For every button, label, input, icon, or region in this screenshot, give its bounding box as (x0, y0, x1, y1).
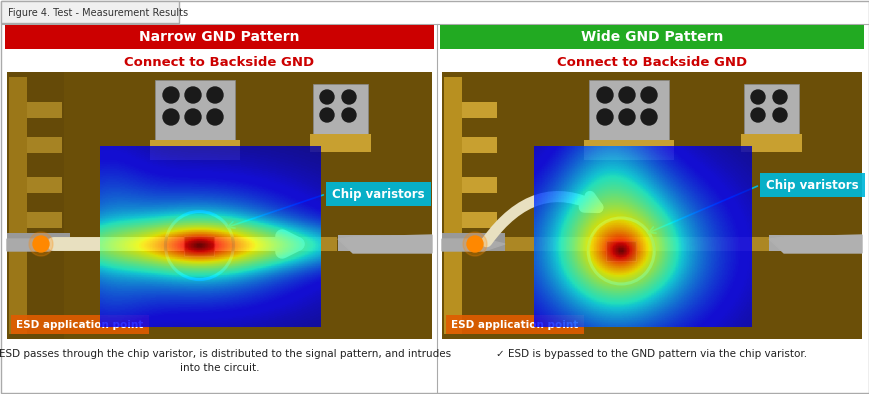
Text: Connect to Backside GND: Connect to Backside GND (556, 56, 746, 69)
Text: Figure 4. Test - Measurement Results: Figure 4. Test - Measurement Results (8, 8, 188, 18)
Circle shape (185, 109, 201, 125)
Circle shape (163, 109, 179, 125)
FancyBboxPatch shape (149, 140, 240, 160)
Circle shape (320, 90, 334, 104)
FancyBboxPatch shape (11, 315, 149, 334)
FancyBboxPatch shape (606, 241, 635, 261)
FancyBboxPatch shape (9, 77, 27, 334)
FancyBboxPatch shape (440, 25, 863, 49)
FancyBboxPatch shape (7, 233, 70, 251)
Circle shape (163, 87, 179, 103)
Text: Chip varistors: Chip varistors (332, 188, 424, 201)
FancyBboxPatch shape (184, 236, 214, 256)
FancyBboxPatch shape (1, 1, 179, 23)
Circle shape (618, 87, 634, 103)
Circle shape (596, 109, 613, 125)
FancyBboxPatch shape (760, 173, 864, 197)
FancyBboxPatch shape (27, 137, 62, 153)
Circle shape (320, 108, 334, 122)
Text: ESD application point: ESD application point (451, 320, 578, 329)
Circle shape (773, 108, 786, 122)
FancyBboxPatch shape (27, 177, 62, 193)
Text: Chip varistors: Chip varistors (766, 178, 858, 191)
FancyBboxPatch shape (461, 177, 496, 193)
FancyBboxPatch shape (461, 137, 496, 153)
Circle shape (596, 87, 613, 103)
FancyBboxPatch shape (5, 25, 434, 49)
Text: ✓ ESD passes through the chip varistor, is distributed to the signal pattern, an: ✓ ESD passes through the chip varistor, … (0, 349, 451, 373)
FancyBboxPatch shape (588, 80, 668, 140)
FancyBboxPatch shape (338, 235, 432, 251)
Circle shape (342, 90, 355, 104)
Circle shape (185, 87, 201, 103)
FancyBboxPatch shape (313, 84, 368, 134)
FancyBboxPatch shape (443, 77, 461, 334)
FancyBboxPatch shape (70, 237, 336, 251)
FancyBboxPatch shape (441, 72, 861, 339)
Circle shape (750, 108, 764, 122)
FancyBboxPatch shape (504, 237, 768, 251)
FancyBboxPatch shape (768, 235, 861, 251)
Circle shape (640, 109, 656, 125)
Circle shape (750, 90, 764, 104)
Circle shape (467, 236, 482, 252)
FancyBboxPatch shape (326, 182, 430, 206)
FancyBboxPatch shape (9, 72, 64, 339)
FancyBboxPatch shape (27, 212, 62, 228)
FancyBboxPatch shape (7, 72, 432, 339)
Polygon shape (7, 239, 70, 251)
FancyBboxPatch shape (27, 102, 62, 118)
Circle shape (29, 232, 53, 256)
Text: Wide GND Pattern: Wide GND Pattern (580, 30, 722, 44)
FancyBboxPatch shape (740, 134, 801, 152)
Text: Narrow GND Pattern: Narrow GND Pattern (139, 30, 300, 44)
Text: Connect to Backside GND: Connect to Backside GND (124, 56, 315, 69)
Circle shape (773, 90, 786, 104)
Polygon shape (768, 235, 861, 253)
FancyBboxPatch shape (461, 212, 496, 228)
FancyBboxPatch shape (743, 84, 798, 134)
FancyBboxPatch shape (461, 102, 496, 118)
FancyBboxPatch shape (446, 315, 583, 334)
Circle shape (33, 236, 49, 252)
FancyBboxPatch shape (441, 233, 504, 251)
FancyBboxPatch shape (583, 140, 673, 160)
FancyBboxPatch shape (309, 134, 370, 152)
FancyBboxPatch shape (155, 80, 235, 140)
Circle shape (462, 232, 487, 256)
Polygon shape (338, 235, 432, 253)
Circle shape (342, 108, 355, 122)
Circle shape (207, 87, 222, 103)
Text: ESD application point: ESD application point (17, 320, 143, 329)
Circle shape (618, 109, 634, 125)
Circle shape (207, 109, 222, 125)
Circle shape (640, 87, 656, 103)
Polygon shape (441, 239, 504, 251)
Text: ✓ ESD is bypassed to the GND pattern via the chip varistor.: ✓ ESD is bypassed to the GND pattern via… (496, 349, 806, 359)
